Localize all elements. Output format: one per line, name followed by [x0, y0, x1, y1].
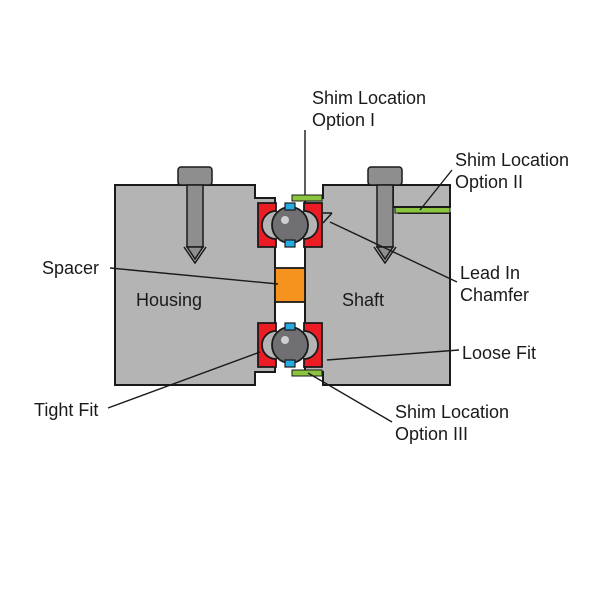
ball-bottom — [272, 327, 308, 363]
shim-option-1 — [292, 195, 322, 201]
spacer-block — [275, 268, 305, 302]
bolt-left-head — [178, 167, 212, 185]
bolt-left-shaft — [187, 185, 203, 247]
label-loose-fit: Loose Fit — [462, 343, 536, 365]
label-spacer: Spacer — [42, 258, 99, 280]
label-shim-option-1: Shim Location Option I — [312, 88, 426, 131]
label-housing: Housing — [136, 290, 202, 311]
ball-top — [272, 207, 308, 243]
diagram-stage: Shim Location Option I Shim Location Opt… — [0, 0, 600, 600]
label-shim-option-2: Shim Location Option II — [455, 150, 569, 193]
label-lead-in-chamfer: Lead In Chamfer — [460, 263, 529, 306]
shaft-top-cap — [393, 185, 450, 207]
label-shim-option-3: Shim Location Option III — [395, 402, 509, 445]
label-shaft: Shaft — [342, 290, 384, 311]
label-tight-fit: Tight Fit — [34, 400, 98, 422]
bolt-right-shaft — [377, 185, 393, 247]
bolt-right-head — [368, 167, 402, 185]
shim-option-3 — [292, 370, 322, 376]
